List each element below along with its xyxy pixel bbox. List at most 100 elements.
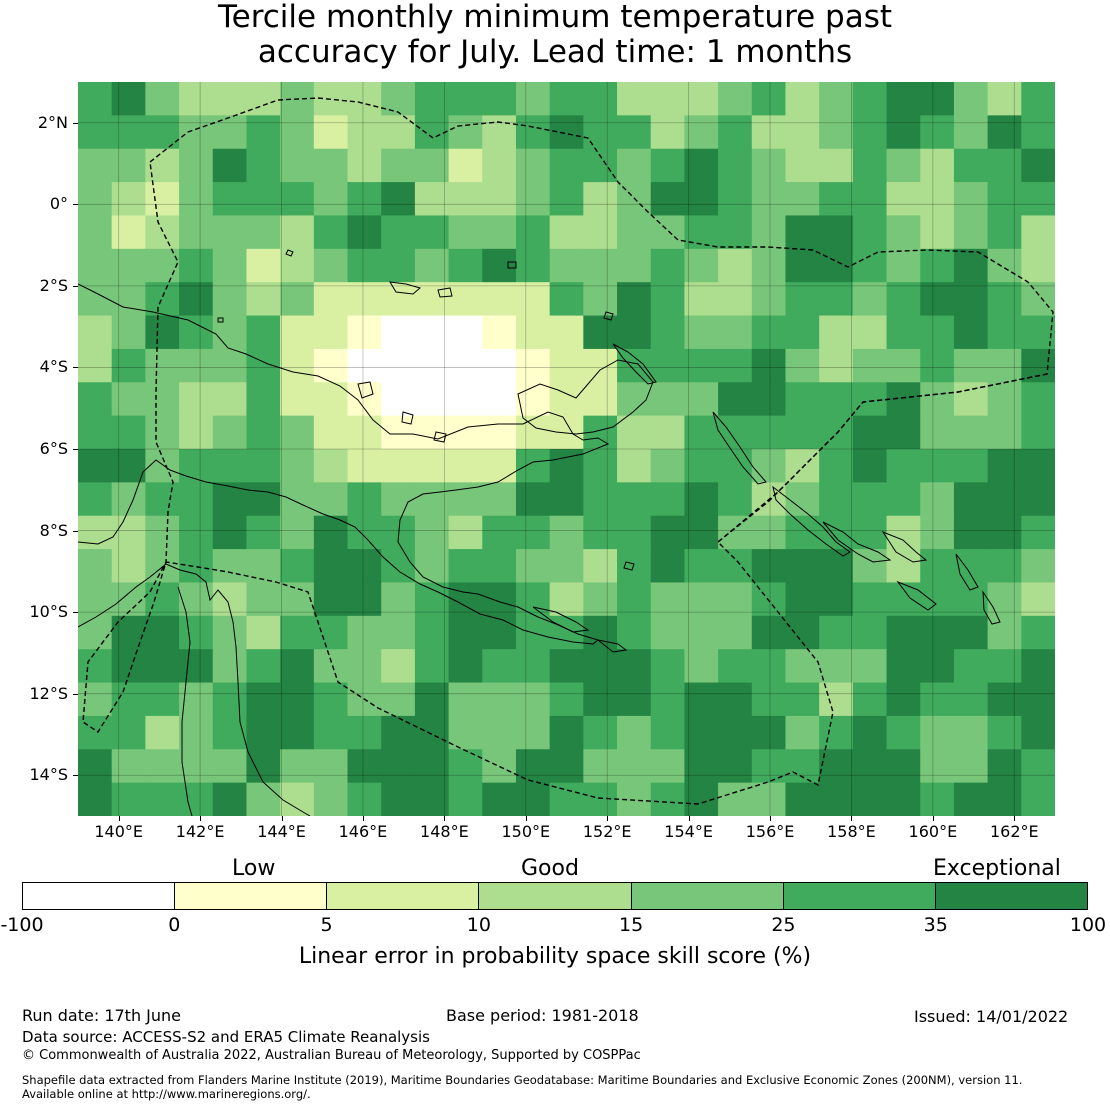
skill-cell — [987, 115, 1022, 150]
map-panel — [78, 82, 1055, 816]
skill-cell — [549, 282, 584, 317]
colorbar-category-good: Good — [521, 856, 579, 881]
skill-cell — [718, 415, 753, 450]
skill-cell — [549, 148, 584, 183]
skill-cell — [886, 315, 921, 350]
skill-score-map — [78, 82, 1055, 816]
skill-cell — [886, 348, 921, 383]
skill-cell — [549, 782, 584, 816]
skill-cell — [78, 749, 113, 784]
skill-cell — [920, 682, 955, 717]
skill-cell — [111, 649, 146, 684]
skill-cell — [145, 682, 180, 717]
skill-cell — [515, 215, 551, 250]
skill-cell — [1021, 382, 1055, 417]
skill-cell — [549, 549, 584, 584]
skill-cell — [482, 549, 517, 584]
skill-cell — [819, 382, 854, 417]
skill-cell — [246, 415, 281, 450]
skill-cell — [179, 215, 214, 250]
skill-cell — [482, 482, 517, 517]
skill-cell — [751, 315, 787, 350]
longitude-tick-mark — [607, 816, 609, 821]
skill-cell — [785, 715, 820, 750]
skill-cell — [482, 215, 517, 250]
skill-cell — [448, 315, 483, 350]
skill-cell — [246, 248, 281, 283]
skill-cell — [381, 682, 416, 717]
skill-cell — [650, 215, 686, 250]
longitude-tick-mark — [118, 816, 120, 821]
skill-cell — [785, 215, 820, 250]
skill-cell — [313, 482, 349, 517]
skill-cell — [313, 549, 349, 584]
skill-cell — [78, 82, 113, 116]
skill-cell — [381, 382, 416, 417]
skill-cell — [617, 615, 652, 650]
skill-cell — [785, 415, 820, 450]
skill-cell — [819, 649, 854, 684]
skill-cell — [179, 549, 214, 584]
skill-cell — [819, 682, 854, 717]
skill-cell — [549, 215, 584, 250]
skill-cell — [650, 182, 686, 217]
colorbar-label: Linear error in probability space skill … — [298, 944, 812, 969]
skill-cell — [78, 348, 113, 383]
skill-cell — [684, 615, 719, 650]
skill-cell — [313, 449, 349, 483]
skill-cell — [111, 82, 146, 116]
skill-cell — [381, 82, 416, 116]
skill-cell — [987, 182, 1022, 217]
skill-cell — [145, 415, 180, 450]
skill-cell — [650, 582, 686, 617]
eez-png — [82, 97, 1054, 805]
skill-cell — [1021, 515, 1055, 550]
skill-cell — [212, 449, 248, 483]
skill-cell — [515, 415, 551, 450]
skill-cell — [684, 215, 719, 250]
latitude-tick-mark — [73, 693, 78, 695]
skill-cell — [280, 715, 315, 750]
skill-cell — [953, 282, 989, 317]
skill-cell — [987, 315, 1022, 350]
skill-cell — [515, 582, 551, 617]
skill-cell — [347, 148, 382, 183]
skill-cell — [280, 348, 315, 383]
skill-cell — [111, 248, 146, 283]
skill-cell — [718, 615, 753, 650]
coastline-manus — [389, 281, 422, 295]
skill-cell — [482, 415, 517, 450]
skill-cell — [280, 115, 315, 150]
skill-cell — [347, 782, 382, 816]
skill-cell — [852, 682, 888, 717]
skill-cell — [920, 449, 955, 483]
skill-cell — [347, 315, 382, 350]
skill-cell — [684, 248, 719, 283]
skill-cell — [78, 382, 113, 417]
skill-cell — [212, 515, 248, 550]
skill-cell — [1021, 282, 1055, 317]
skill-cell — [246, 282, 281, 317]
skill-cell — [650, 615, 686, 650]
skill-cell — [549, 315, 584, 350]
skill-cell — [819, 315, 854, 350]
skill-cell — [448, 749, 483, 784]
skill-cell — [852, 415, 888, 450]
colorbar-segment — [23, 883, 176, 909]
skill-cell — [313, 315, 349, 350]
skill-cell — [280, 682, 315, 717]
skill-cell — [953, 482, 989, 517]
skill-cell — [583, 749, 618, 784]
skill-cell — [347, 215, 382, 250]
skill-cell — [212, 715, 248, 750]
skill-cell — [583, 615, 618, 650]
skill-cell — [179, 82, 214, 116]
skill-cell — [212, 82, 248, 116]
skill-cell — [650, 282, 686, 317]
skill-cell — [920, 749, 955, 784]
skill-cell — [617, 415, 652, 450]
skill-cell — [179, 482, 214, 517]
skill-cell — [650, 248, 686, 283]
skill-cell — [886, 582, 921, 617]
skill-cell — [617, 215, 652, 250]
